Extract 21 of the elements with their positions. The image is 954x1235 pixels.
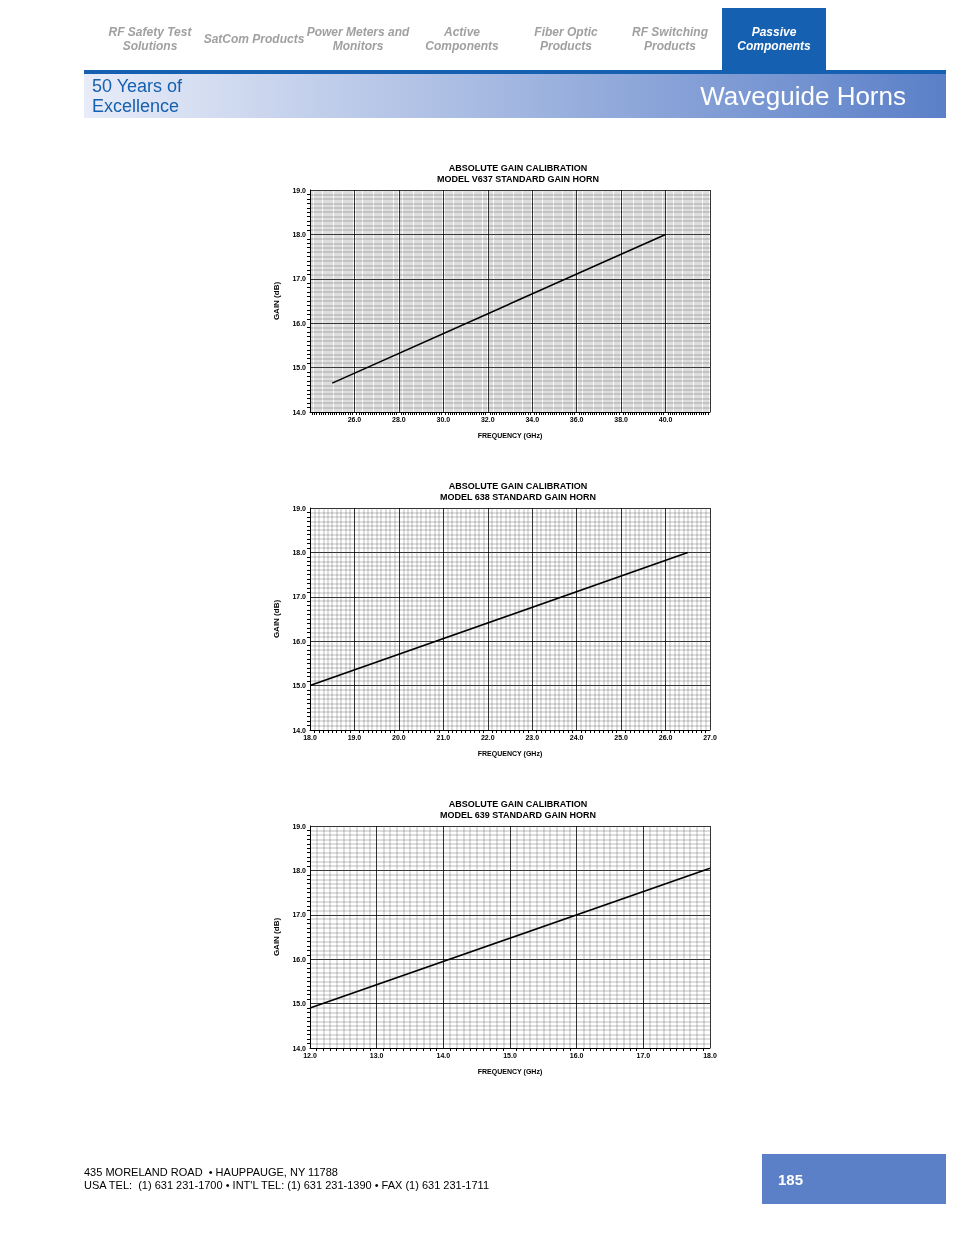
text: Fiber Optic Products: [533, 24, 599, 55]
text: Passive Components: [722, 8, 826, 70]
chart-subtitle: MODEL V637 STANDARD GAIN HORN: [436, 173, 600, 184]
text: 185: [762, 1154, 946, 1204]
y-axis-title: GAIN (dB): [271, 599, 281, 639]
text: RF Switching Products: [631, 24, 709, 55]
text: 50 Years of Excellence: [92, 76, 184, 116]
text: Active Components: [424, 24, 500, 55]
y-axis-title: GAIN (dB): [271, 281, 281, 321]
y-axis-title: GAIN (dB): [271, 917, 281, 957]
chart-title: ABSOLUTE GAIN CALIBRATION: [448, 798, 588, 809]
text: Power Meters and Monitors: [306, 24, 410, 55]
text: USA TEL: (1) 631 231-1700 • INT'L TEL: (1) 631 231-1390 • FAX (1) 631 231-1711: [84, 1179, 490, 1192]
chart-title: ABSOLUTE GAIN CALIBRATION: [448, 162, 588, 173]
text: RF Safety Test Solutions: [107, 24, 193, 55]
chart-title: ABSOLUTE GAIN CALIBRATION: [448, 480, 588, 491]
chart-subtitle: MODEL 638 STANDARD GAIN HORN: [439, 491, 597, 502]
text: SatCom Products: [202, 31, 306, 48]
text: 435 MORELAND ROAD • HAUPPAUGE, NY 11788: [84, 1166, 339, 1179]
chart-subtitle: MODEL 639 STANDARD GAIN HORN: [439, 809, 597, 820]
text: Waveguide Horns: [700, 80, 906, 112]
